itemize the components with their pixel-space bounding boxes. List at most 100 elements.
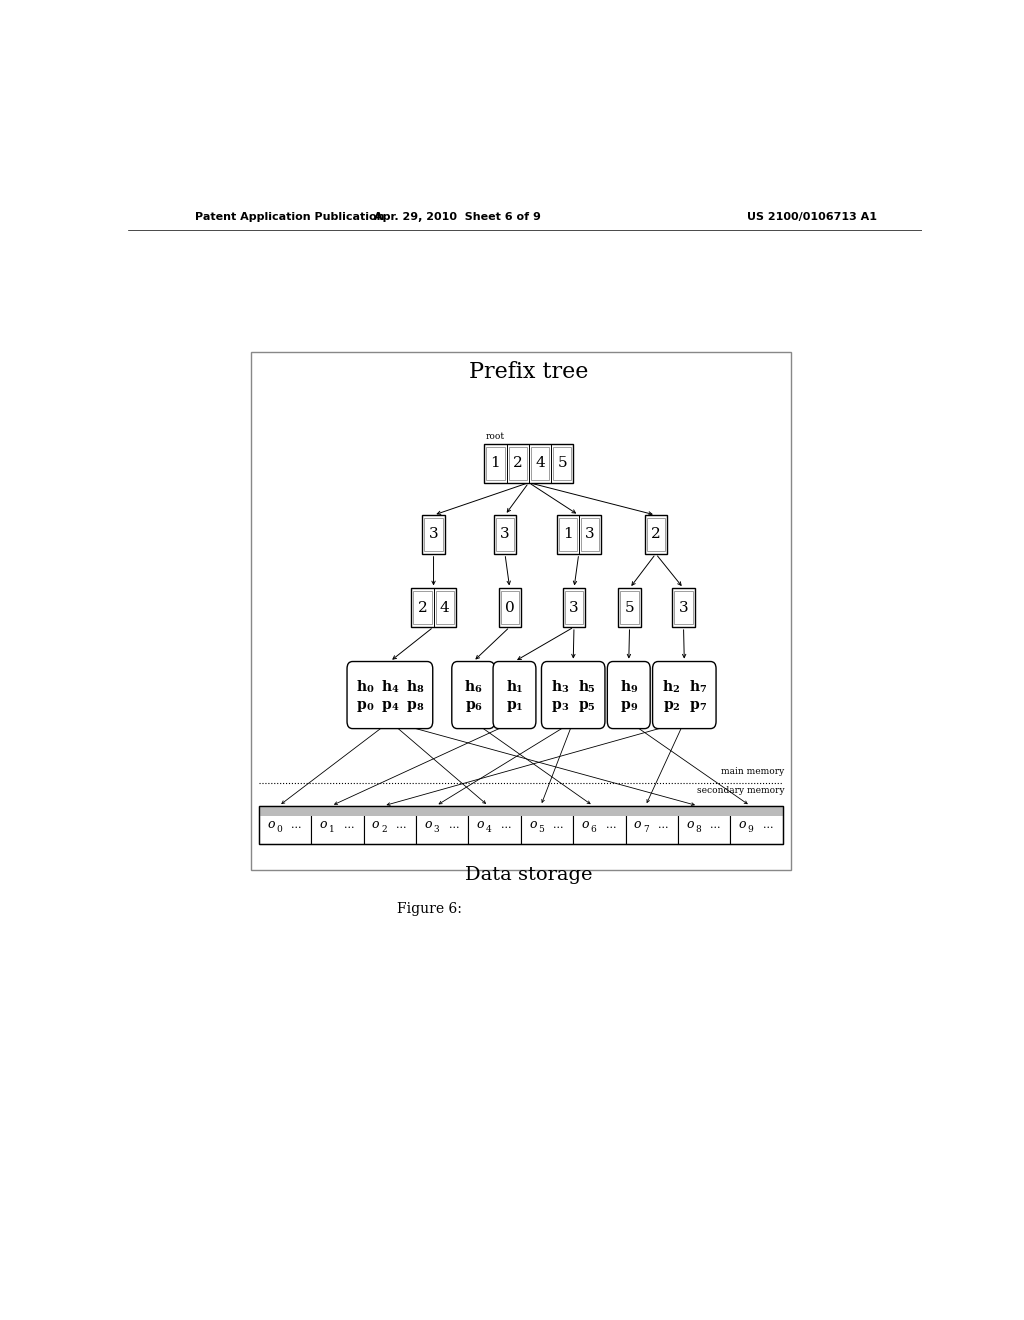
Bar <box>618 589 641 627</box>
Bar <box>259 805 782 816</box>
Bar <box>414 591 431 624</box>
Text: 3: 3 <box>679 601 688 615</box>
Bar <box>573 805 626 845</box>
Text: o: o <box>634 818 641 830</box>
Text: 4: 4 <box>439 601 450 615</box>
Bar <box>468 805 521 816</box>
Text: p: p <box>382 697 391 711</box>
Text: 1: 1 <box>563 528 572 541</box>
Text: 5: 5 <box>539 825 544 834</box>
Bar <box>311 805 364 845</box>
FancyBboxPatch shape <box>542 661 605 729</box>
Text: 4: 4 <box>535 457 545 470</box>
Text: Prefix tree: Prefix tree <box>469 360 589 383</box>
Text: Figure 6:: Figure 6: <box>397 902 462 916</box>
Bar <box>416 805 468 845</box>
Text: 0: 0 <box>367 685 373 694</box>
Text: 3: 3 <box>500 528 510 541</box>
FancyBboxPatch shape <box>494 661 536 729</box>
Text: 5: 5 <box>588 685 595 694</box>
Text: h: h <box>382 680 392 693</box>
Text: 3: 3 <box>561 704 568 713</box>
Text: 8: 8 <box>416 704 423 713</box>
Bar <box>556 515 601 554</box>
Bar <box>509 446 526 480</box>
Text: secondary memory: secondary memory <box>696 785 784 795</box>
Text: 2: 2 <box>418 601 427 615</box>
Bar <box>730 805 782 845</box>
Text: 4: 4 <box>391 685 398 694</box>
FancyBboxPatch shape <box>452 661 495 729</box>
Bar <box>423 515 444 554</box>
Text: Data storage: Data storage <box>465 866 593 884</box>
Bar <box>626 805 678 845</box>
Text: US 2100/0106713 A1: US 2100/0106713 A1 <box>748 213 877 222</box>
Bar <box>675 591 692 624</box>
Bar <box>435 591 454 624</box>
Text: h: h <box>579 680 588 693</box>
Text: 1: 1 <box>490 457 501 470</box>
Text: p: p <box>579 697 588 711</box>
FancyBboxPatch shape <box>347 661 433 729</box>
Bar <box>259 805 782 845</box>
Text: p: p <box>664 697 673 711</box>
Text: 5: 5 <box>625 601 634 615</box>
Text: h: h <box>506 680 516 693</box>
Text: h: h <box>663 680 673 693</box>
Text: main memory: main memory <box>721 767 784 776</box>
Text: o: o <box>738 818 746 830</box>
Bar <box>412 589 456 627</box>
Text: p: p <box>552 697 562 711</box>
Text: p: p <box>689 697 699 711</box>
Bar <box>494 515 516 554</box>
Text: h: h <box>621 680 631 693</box>
Text: ...: ... <box>501 820 511 830</box>
Text: 3: 3 <box>429 528 438 541</box>
Bar <box>621 591 639 624</box>
Text: 7: 7 <box>643 825 648 834</box>
Text: 9: 9 <box>630 704 637 713</box>
Bar <box>251 351 791 870</box>
Text: p: p <box>621 697 631 711</box>
Text: o: o <box>319 818 327 830</box>
Text: o: o <box>529 818 537 830</box>
Text: ...: ... <box>449 820 459 830</box>
Text: o: o <box>686 818 693 830</box>
Bar <box>626 805 678 816</box>
Text: p: p <box>357 697 367 711</box>
Bar <box>645 515 667 554</box>
Text: 2: 2 <box>651 528 660 541</box>
Text: h: h <box>552 680 562 693</box>
Text: 9: 9 <box>630 685 637 694</box>
Bar <box>678 805 730 816</box>
Bar <box>501 591 519 624</box>
Bar <box>558 517 577 552</box>
Bar <box>496 517 514 552</box>
Text: 7: 7 <box>698 704 706 713</box>
Text: ...: ... <box>292 820 302 830</box>
Text: ...: ... <box>344 820 354 830</box>
Text: 0: 0 <box>505 601 515 615</box>
Text: o: o <box>424 818 432 830</box>
Text: 2: 2 <box>513 457 522 470</box>
Text: o: o <box>582 818 589 830</box>
Text: 8: 8 <box>416 685 423 694</box>
Bar <box>563 589 585 627</box>
Text: 2: 2 <box>673 704 679 713</box>
Bar <box>364 805 416 816</box>
Text: 0: 0 <box>276 825 282 834</box>
Text: 4: 4 <box>391 704 398 713</box>
Text: 1: 1 <box>516 704 522 713</box>
Bar <box>424 517 442 552</box>
Text: 7: 7 <box>698 685 706 694</box>
Text: p: p <box>465 697 475 711</box>
Text: o: o <box>372 818 380 830</box>
Bar <box>530 446 549 480</box>
Text: 6: 6 <box>474 685 481 694</box>
Text: 9: 9 <box>748 825 754 834</box>
Bar <box>486 446 505 480</box>
Text: 8: 8 <box>695 825 701 834</box>
Text: root: root <box>486 432 505 441</box>
Bar <box>521 805 573 845</box>
Text: p: p <box>407 697 417 711</box>
